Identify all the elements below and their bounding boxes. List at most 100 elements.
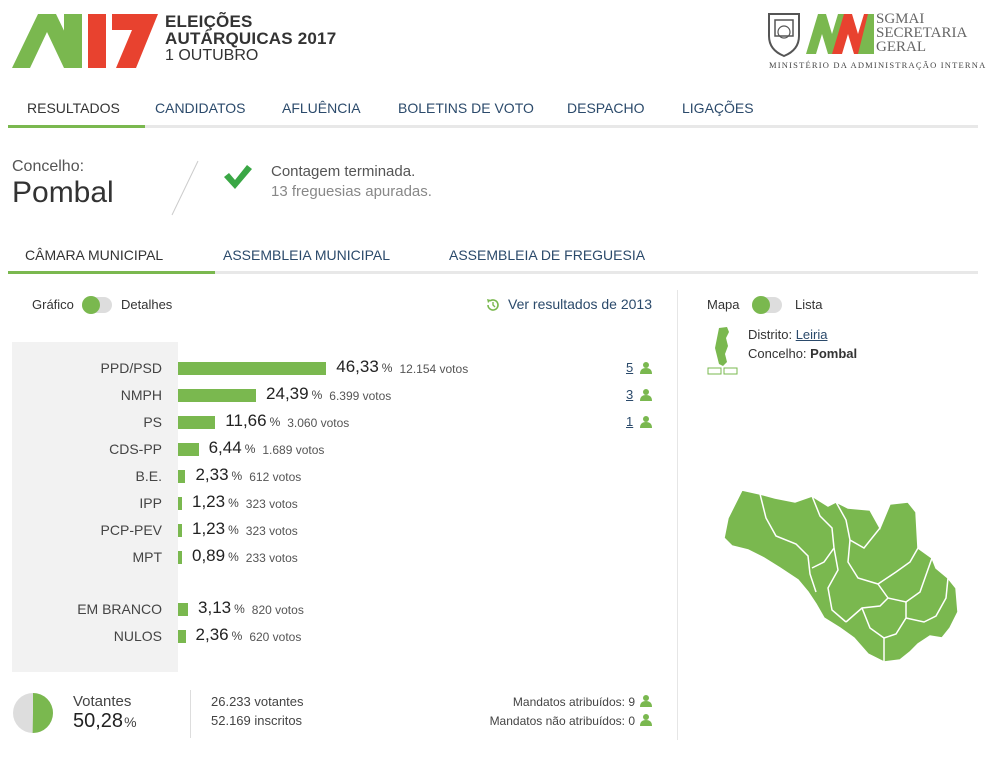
pct-symbol: % [381, 361, 393, 375]
toggle-label-mapa: Mapa [707, 297, 740, 312]
municipality-map-shape[interactable] [723, 489, 959, 663]
turnout-pie [13, 693, 53, 733]
party-name: IPP [139, 495, 162, 511]
mandates-unassigned: Mandatos não atribuídos: 0 [489, 714, 635, 728]
result-votes: 323 votos [245, 524, 298, 538]
count-detail: 13 freguesias apuradas. [271, 183, 432, 200]
nav-despacho[interactable]: DESPACHO [567, 100, 645, 116]
result-votes: 1.689 votos [262, 443, 325, 457]
election-date: 1 OUTUBRO [165, 47, 259, 64]
municipality-name: Pombal [810, 346, 858, 361]
divider-slash [171, 160, 199, 216]
result-pct-value: 2,36 [195, 625, 229, 644]
municipality-map[interactable] [720, 488, 964, 668]
mandates-assigned: Mandatos atribuídos: 9 [512, 695, 635, 709]
pct-symbol: % [228, 496, 239, 510]
mandates-link[interactable]: 3 [626, 387, 634, 402]
result-bar [178, 497, 182, 510]
result-pct-value: 11,66 [225, 411, 267, 430]
location-name: Pombal [12, 176, 114, 209]
parish-boundary [845, 597, 889, 623]
result-pct: 1,23% [192, 492, 239, 512]
result-bar [178, 551, 182, 564]
page-header: ELEIÇÕES AUTÁRQUICAS 2017 1 OUTUBRO SGMA… [0, 0, 999, 88]
parish-boundary [759, 493, 817, 593]
pct-symbol: % [311, 388, 323, 402]
pct-symbol: % [228, 550, 239, 564]
toggle-label-grafico: Gráfico [32, 297, 74, 312]
municipality-info: Concelho: Pombal [748, 346, 857, 361]
parish-boundary [861, 602, 907, 639]
previous-results-link[interactable]: Ver resultados de 2013 [508, 296, 652, 312]
nav-afluencia[interactable]: AFLUÊNCIA [282, 100, 361, 116]
turnout-label: Votantes [73, 693, 132, 710]
pct-symbol: % [231, 469, 243, 483]
person-icon [640, 416, 652, 428]
district-info: Distrito: Leiria [748, 327, 827, 342]
result-pct-value: 24,39 [266, 384, 309, 403]
result-pct-value: 1,23 [192, 492, 226, 511]
autarquicas-logo-icon[interactable] [12, 14, 158, 68]
sgmai-label-2: SECRETARIA [876, 25, 968, 41]
election-title-line1: ELEIÇÕES [165, 12, 253, 31]
result-pct: 6,44% [209, 438, 256, 458]
parish-boundary [827, 547, 847, 623]
pct-symbol: % [124, 714, 137, 730]
tab-camara-municipal[interactable]: CÂMARA MUNICIPAL [25, 247, 164, 263]
result-pct-value: 3,13 [198, 598, 232, 617]
party-name: PCP-PEV [100, 522, 162, 538]
result-votes: 12.154 votos [399, 362, 469, 376]
party-name: NULOS [113, 628, 162, 644]
result-pct: 2,36% [196, 625, 243, 645]
view-toggle[interactable] [82, 296, 112, 314]
pct-symbol: % [269, 415, 281, 429]
toggle-label-detalhes: Detalhes [121, 297, 173, 312]
nav-ligacoes[interactable]: LIGAÇÕES [682, 100, 754, 116]
result-pct: 24,39% [266, 384, 322, 404]
map-toggle[interactable] [752, 296, 782, 314]
toggle-label-lista: Lista [795, 297, 823, 312]
main-nav: RESULTADOS CANDIDATOS AFLUÊNCIA BOLETINS… [8, 92, 978, 128]
result-votes: 6.399 votos [329, 389, 392, 403]
result-bar [178, 362, 327, 375]
party-name: EM BRANCO [77, 601, 162, 617]
voters-count: 26.233 votantes [211, 694, 304, 709]
results-label-column [12, 342, 178, 672]
nav-boletins-de-voto[interactable]: BOLETINS DE VOTO [398, 100, 534, 116]
person-icon [640, 714, 652, 726]
nav-candidatos[interactable]: CANDIDATOS [155, 100, 246, 116]
tab-assembleia-de-freguesia[interactable]: ASSEMBLEIA DE FREGUESIA [449, 247, 646, 263]
mandates-link[interactable]: 1 [626, 414, 634, 429]
location-label: Concelho: [12, 158, 85, 175]
toggle-knob [752, 296, 770, 314]
toggle-knob [82, 296, 100, 314]
party-name: MPT [132, 549, 162, 565]
tab-active-indicator [8, 271, 215, 274]
sgmai-logo-icon[interactable] [766, 10, 972, 74]
district-link[interactable]: Leiria [795, 327, 828, 342]
tab-assembleia-municipal[interactable]: ASSEMBLEIA MUNICIPAL [223, 247, 391, 263]
sgmai-label: SGMAI [876, 11, 925, 27]
footer-divider [190, 690, 191, 738]
result-pct: 1,23% [192, 519, 239, 539]
result-pct-value: 1,23 [192, 519, 226, 538]
result-bar [178, 630, 186, 643]
result-pct-value: 2,33 [195, 465, 229, 484]
turnout-pie-slice [32, 693, 53, 733]
result-bar [178, 603, 189, 616]
party-name: CDS-PP [109, 441, 162, 457]
pct-symbol: % [234, 602, 245, 616]
body-tabs: CÂMARA MUNICIPAL ASSEMBLEIA MUNICIPAL AS… [8, 240, 978, 274]
pct-symbol: % [228, 523, 239, 537]
turnout-pct: 50,28 [73, 710, 124, 732]
result-pct-value: 0,89 [192, 546, 226, 565]
mandates-link[interactable]: 5 [626, 360, 634, 375]
parish-boundary [811, 495, 835, 569]
nav-resultados[interactable]: RESULTADOS [27, 100, 120, 116]
result-bar [178, 470, 186, 483]
portugal-minimap-icon[interactable] [707, 326, 739, 376]
result-votes: 620 votos [249, 630, 302, 644]
person-icon [640, 389, 652, 401]
election-title-line2: AUTÁRQUICAS 2017 [165, 29, 337, 48]
history-icon[interactable] [485, 297, 501, 313]
